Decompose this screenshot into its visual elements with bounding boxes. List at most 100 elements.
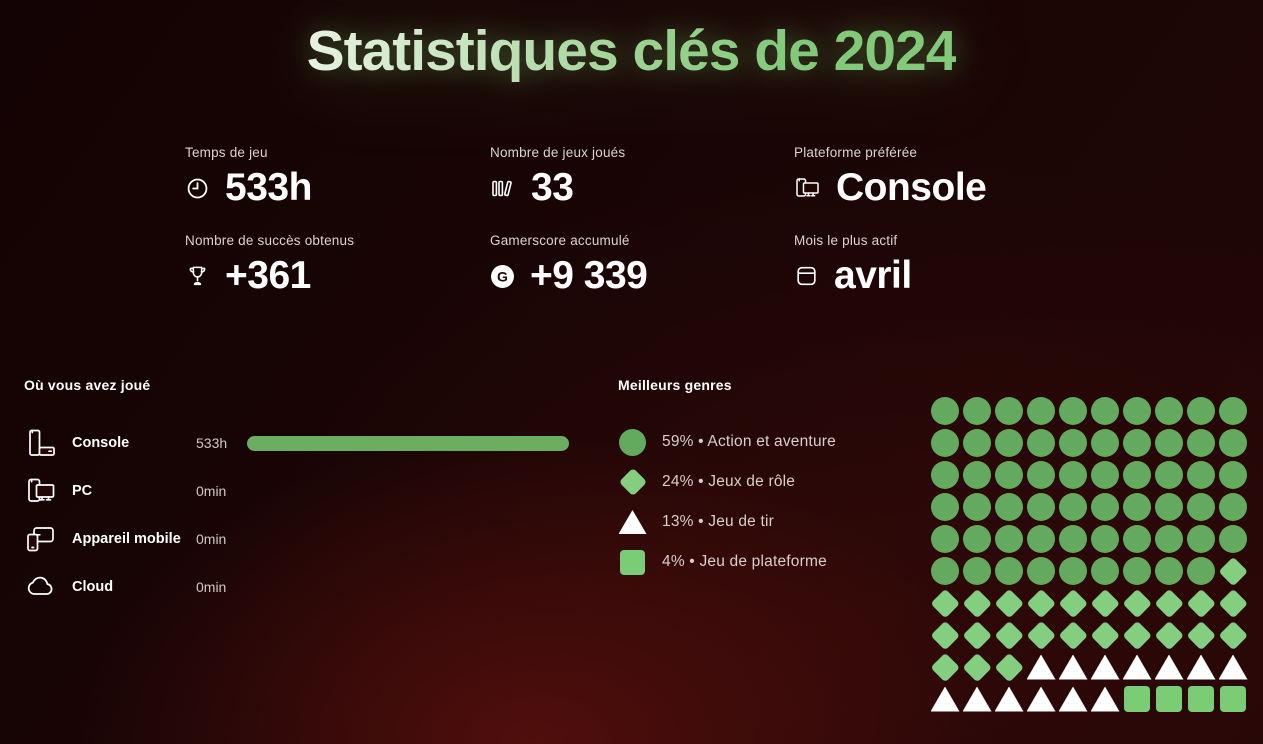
waffle-circle-cell bbox=[1121, 427, 1153, 459]
waffle-triangle-cell bbox=[1057, 651, 1089, 683]
waffle-diamond-cell bbox=[1153, 619, 1185, 651]
platform-row-console: Console 533h bbox=[0, 419, 600, 467]
stat-label: Temps de jeu bbox=[185, 145, 268, 160]
waffle-square-cell bbox=[1121, 683, 1153, 715]
top-genres-heading: Meilleurs genres bbox=[618, 377, 732, 393]
waffle-circle-cell bbox=[929, 395, 961, 427]
stat-playtime: Temps de jeu 533h bbox=[185, 145, 490, 233]
stat-label: Nombre de jeux joués bbox=[490, 145, 626, 160]
waffle-circle-cell bbox=[1217, 395, 1249, 427]
stat-label: Nombre de succès obtenus bbox=[185, 233, 355, 248]
waffle-circle-cell bbox=[1121, 491, 1153, 523]
waffle-circle-cell bbox=[929, 523, 961, 555]
stat-value: Console bbox=[836, 166, 987, 209]
waffle-triangle-cell bbox=[1153, 651, 1185, 683]
svg-text:G: G bbox=[497, 268, 508, 284]
platform-time: 533h bbox=[196, 435, 228, 451]
legend-label: 4% • Jeu de plateforme bbox=[662, 553, 827, 570]
waffle-circle-cell bbox=[1153, 427, 1185, 459]
platform-time: 0min bbox=[196, 579, 227, 595]
waffle-triangle-cell bbox=[1121, 651, 1153, 683]
waffle-circle-cell bbox=[1185, 395, 1217, 427]
waffle-circle-cell bbox=[993, 491, 1025, 523]
waffle-diamond-cell bbox=[1025, 587, 1057, 619]
waffle-circle-cell bbox=[1121, 395, 1153, 427]
waffle-diamond-cell bbox=[961, 619, 993, 651]
clock-icon bbox=[185, 176, 210, 201]
platform-rows: Console 533h PC 0min bbox=[0, 419, 600, 611]
waffle-diamond-cell bbox=[1089, 619, 1121, 651]
waffle-circle-cell bbox=[1153, 555, 1185, 587]
waffle-circle-cell bbox=[1217, 427, 1249, 459]
waffle-triangle-cell bbox=[1089, 683, 1121, 715]
stat-achievements: Nombre de succès obtenus +361 bbox=[185, 233, 490, 298]
pc-icon bbox=[22, 475, 58, 507]
waffle-circle-cell bbox=[929, 459, 961, 491]
playtime-bar-track bbox=[247, 532, 569, 547]
waffle-circle-cell bbox=[1121, 523, 1153, 555]
waffle-diamond-cell bbox=[1217, 619, 1249, 651]
platform-label: Appareil mobile bbox=[72, 531, 181, 547]
diamond-swatch-icon bbox=[618, 467, 647, 497]
waffle-circle-cell bbox=[1089, 555, 1121, 587]
stat-favorite-platform: Plateforme préférée Console bbox=[794, 145, 1125, 233]
stat-label: Gamerscore accumulé bbox=[490, 233, 630, 248]
waffle-diamond-cell bbox=[993, 587, 1025, 619]
triangle-swatch-icon bbox=[618, 508, 647, 537]
legend-item-rpg: 24% • Jeux de rôle bbox=[618, 462, 918, 502]
circle-swatch-icon bbox=[618, 428, 647, 457]
waffle-circle-cell bbox=[1217, 491, 1249, 523]
waffle-circle-cell bbox=[993, 427, 1025, 459]
stat-most-active-month: Mois le plus actif avril bbox=[794, 233, 1125, 298]
legend-label: 59% • Action et aventure bbox=[662, 433, 836, 450]
waffle-triangle-cell bbox=[993, 683, 1025, 715]
playtime-bar-track bbox=[247, 580, 569, 595]
waffle-diamond-cell bbox=[1153, 587, 1185, 619]
waffle-triangle-cell bbox=[1089, 651, 1121, 683]
stat-value: 533h bbox=[225, 166, 312, 209]
waffle-diamond-cell bbox=[993, 619, 1025, 651]
trophy-icon bbox=[185, 263, 210, 289]
waffle-square-cell bbox=[1217, 683, 1249, 715]
waffle-circle-cell bbox=[993, 523, 1025, 555]
waffle-circle-cell bbox=[1025, 395, 1057, 427]
platform-time: 0min bbox=[196, 483, 227, 499]
cloud-icon bbox=[22, 571, 58, 603]
devices-icon bbox=[794, 175, 821, 201]
waffle-triangle-cell bbox=[1025, 651, 1057, 683]
waffle-diamond-cell bbox=[1121, 619, 1153, 651]
stat-value: +9 339 bbox=[530, 254, 648, 297]
waffle-circle-cell bbox=[1025, 427, 1057, 459]
waffle-circle-cell bbox=[993, 395, 1025, 427]
waffle-circle-cell bbox=[993, 459, 1025, 491]
waffle-diamond-cell bbox=[1217, 555, 1249, 587]
calendar-icon bbox=[794, 263, 819, 289]
console-icon bbox=[22, 427, 58, 459]
waffle-diamond-cell bbox=[1089, 587, 1121, 619]
genre-legend: 59% • Action et aventure 24% • Jeux de r… bbox=[618, 422, 918, 582]
waffle-circle-cell bbox=[1185, 459, 1217, 491]
stat-label: Plateforme préférée bbox=[794, 145, 918, 160]
waffle-circle-cell bbox=[1025, 555, 1057, 587]
waffle-circle-cell bbox=[1025, 491, 1057, 523]
waffle-triangle-cell bbox=[929, 683, 961, 715]
waffle-diamond-cell bbox=[1025, 619, 1057, 651]
waffle-square-cell bbox=[1185, 683, 1217, 715]
stat-games-played: Nombre de jeux joués 33 bbox=[490, 145, 794, 233]
waffle-circle-cell bbox=[1153, 395, 1185, 427]
mobile-device-icon bbox=[22, 523, 58, 555]
waffle-circle-cell bbox=[1025, 459, 1057, 491]
waffle-diamond-cell bbox=[929, 651, 961, 683]
platform-row-mobile: Appareil mobile 0min bbox=[0, 515, 600, 563]
waffle-diamond-cell bbox=[961, 587, 993, 619]
legend-label: 24% • Jeux de rôle bbox=[662, 473, 796, 490]
waffle-diamond-cell bbox=[929, 619, 961, 651]
waffle-diamond-cell bbox=[1121, 587, 1153, 619]
games-library-icon bbox=[490, 176, 516, 201]
waffle-circle-cell bbox=[1057, 459, 1089, 491]
genre-waffle bbox=[929, 395, 1249, 715]
waffle-circle-cell bbox=[1153, 523, 1185, 555]
platform-time: 0min bbox=[196, 531, 227, 547]
waffle-circle-cell bbox=[929, 491, 961, 523]
